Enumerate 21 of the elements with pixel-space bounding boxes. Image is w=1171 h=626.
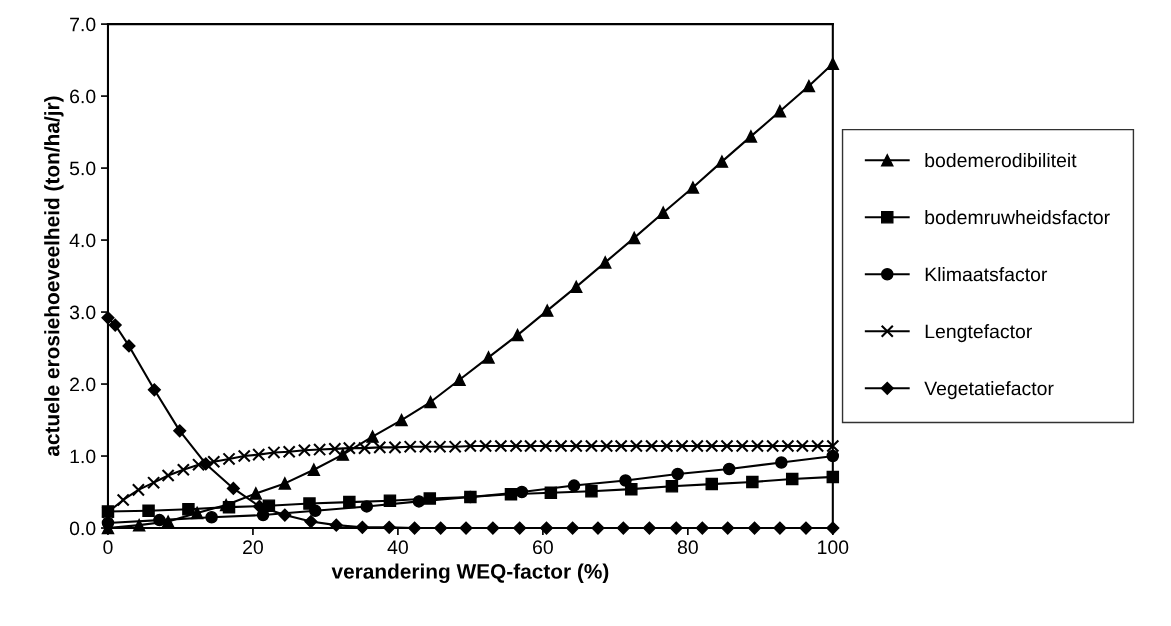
- x-tick-label: 20: [243, 540, 263, 555]
- legend-label: bodemruwheidsfactor: [925, 209, 1110, 225]
- y-axis-title: actuele erosiehoeveelheid (ton/ha/jr): [44, 96, 64, 457]
- y-tick-label: 6.0: [70, 89, 96, 104]
- y-tick-label: 4.0: [69, 233, 96, 248]
- x-axis-title: verandering WEQ-factor (%): [331, 563, 609, 584]
- y-tick-label: 2.0: [70, 377, 96, 392]
- x-tick-label: 40: [387, 540, 408, 555]
- legend-label: Vegetatiefactor: [924, 381, 1054, 400]
- y-tick-label: 7.0: [70, 17, 96, 32]
- y-tick-label: 5.0: [69, 161, 96, 176]
- legend-label: Lengtefactor: [925, 324, 1032, 343]
- y-tick-label: 3.0: [69, 305, 96, 320]
- x-tick-label: 80: [677, 540, 698, 555]
- x-tick-label: 0: [103, 540, 113, 555]
- x-tick-label: 100: [818, 540, 849, 555]
- legend-label: bodemerodibiliteit: [925, 152, 1077, 168]
- y-tick-label: 1.0: [70, 449, 96, 464]
- y-tick-label: 0.0: [69, 521, 96, 536]
- x-tick-label: 60: [533, 540, 553, 555]
- legend-label: Klimaatsfactor: [925, 267, 1048, 282]
